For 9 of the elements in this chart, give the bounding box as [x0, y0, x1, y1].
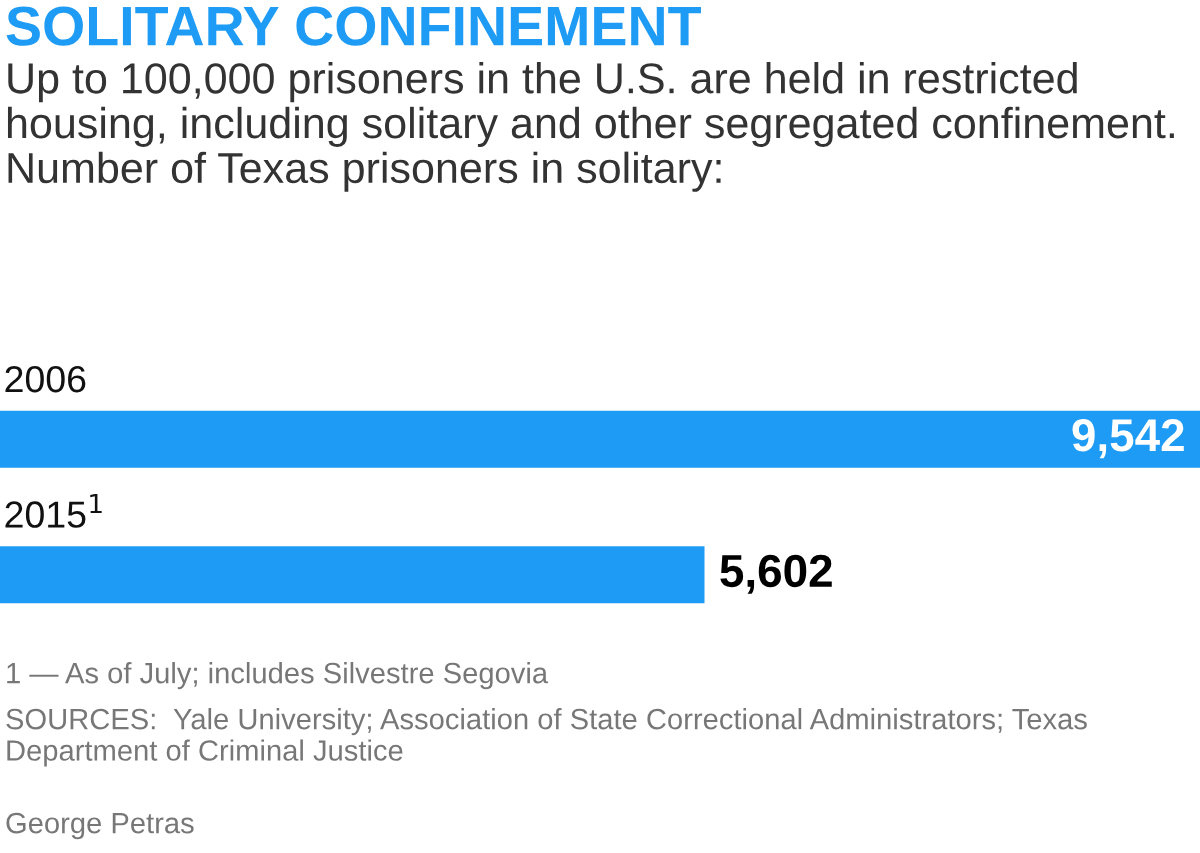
chart-subtitle: Up to 100,000 prisoners in the U.S. are held in restricted housing, including solitary and other segregated confinement. Number of Texas prisoners in solitary: — [7, 62, 1174, 192]
text: George Petras — [6, 812, 194, 840]
text: 1 — As of July; includes Silvestre Segovia — [7, 662, 549, 690]
data-label: 9,542 — [1072, 419, 1184, 459]
y-tick-label: 2015$^{1}$ — [5, 493, 102, 528]
y-tick-label: 2006 — [5, 365, 86, 393]
chart-title: SOLITARY CONFINEMENT — [6, 6, 701, 46]
data-label: 5,602 — [720, 554, 832, 594]
source-note: SOURCES: Yale University; Association of State Correctional Administrators; Texas Department of Criminal Justice — [6, 708, 1087, 767]
